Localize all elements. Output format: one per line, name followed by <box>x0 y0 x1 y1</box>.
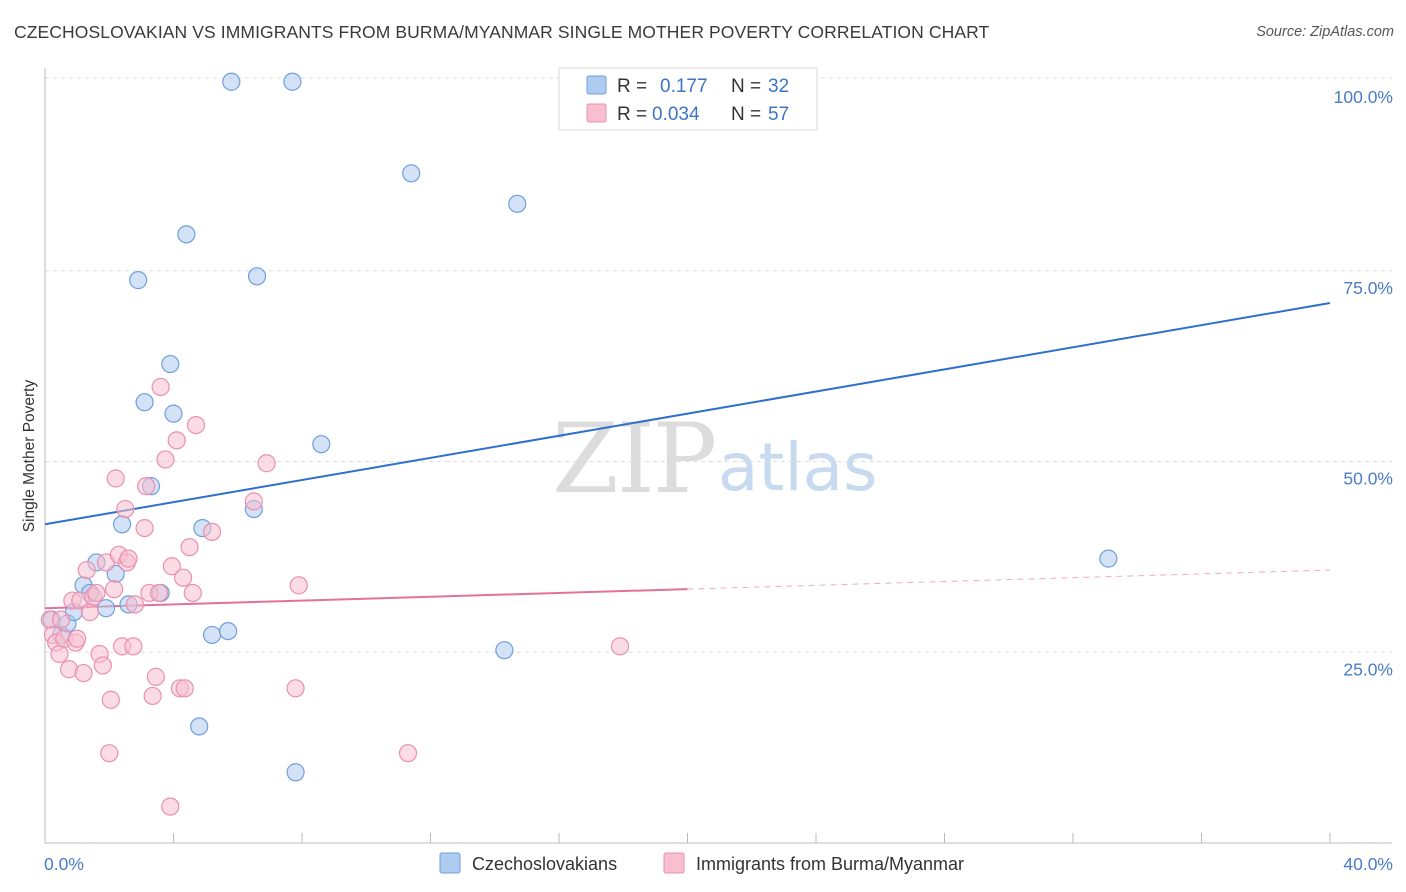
watermark: ZIP atlas <box>552 403 878 515</box>
trend-lines <box>44 302 1331 610</box>
data-point <box>125 595 145 614</box>
data-point <box>164 404 183 423</box>
data-point <box>508 194 527 213</box>
data-point <box>312 435 331 454</box>
data-point <box>398 744 418 763</box>
data-point <box>161 797 180 816</box>
y-tick-label: 50.0% <box>1343 469 1393 489</box>
data-point <box>257 454 276 473</box>
legend-n-label-pink: N = <box>731 104 761 125</box>
data-point <box>106 469 125 488</box>
data-point <box>50 644 69 664</box>
data-point <box>101 690 120 709</box>
data-point <box>183 583 202 603</box>
legend-r-label-blue: R = <box>617 76 647 97</box>
y-tick-label: 25.0% <box>1343 659 1393 679</box>
data-point <box>129 271 148 290</box>
data-point <box>180 538 199 557</box>
data-point <box>402 164 421 183</box>
data-point <box>143 686 162 706</box>
data-point <box>190 717 209 736</box>
data-point <box>175 679 194 698</box>
data-point <box>289 576 308 595</box>
data-point <box>219 621 238 641</box>
data-point <box>124 637 143 656</box>
watermark-atlas: atlas <box>718 429 878 506</box>
data-point <box>186 415 206 435</box>
data-point <box>1099 549 1118 568</box>
data-point <box>202 625 222 645</box>
legend-r-value-blue: 0.177 <box>660 76 708 97</box>
legend-series-burma: Immigrants from Burma/Myanmar <box>696 854 964 874</box>
tick-labels: 25.0% 50.0% 75.0% 100.0% 0.0% 40.0% <box>44 87 1393 874</box>
legend-stats: R = 0.177 N = 32 R = 0.034 N = 57 <box>558 67 818 131</box>
data-point <box>283 72 302 91</box>
x-tick-label: 40.0% <box>1343 854 1393 874</box>
legend-series-swatch-czechoslovakians <box>439 852 461 874</box>
legend-series: Czechoslovakians Immigrants from Burma/M… <box>439 852 964 874</box>
data-point <box>162 557 181 576</box>
data-point <box>247 267 267 286</box>
data-point <box>149 583 169 603</box>
data-point <box>610 637 630 656</box>
data-point <box>51 610 71 629</box>
chart-title: CZECHOSLOVAKIAN VS IMMIGRANTS FROM BURMA… <box>14 22 990 42</box>
data-point <box>100 744 119 763</box>
data-points <box>40 72 1118 816</box>
data-point <box>112 515 132 534</box>
data-point <box>77 560 96 580</box>
data-point <box>93 656 112 675</box>
data-point <box>202 522 222 542</box>
trend-line-burma-dashed <box>687 569 1331 590</box>
legend-r-value-pink: 0.034 <box>652 104 700 125</box>
data-point <box>167 431 186 450</box>
y-tick-label: 75.0% <box>1343 278 1393 298</box>
data-point <box>286 679 305 698</box>
data-point <box>87 583 106 603</box>
y-axis-label: Single Mother Poverty <box>21 380 38 533</box>
data-point <box>244 492 263 511</box>
data-point <box>104 580 124 599</box>
data-point <box>146 667 165 686</box>
data-point <box>161 354 180 374</box>
watermark-zip: ZIP <box>552 403 715 515</box>
trend-line-czechoslovakians <box>44 302 1331 526</box>
series-burma-points <box>40 377 630 816</box>
legend-n-label-blue: N = <box>731 76 761 97</box>
data-point <box>68 629 87 648</box>
legend-n-value-blue: 32 <box>768 76 789 97</box>
data-point <box>74 663 93 683</box>
data-point <box>286 763 305 782</box>
data-point <box>495 641 514 660</box>
gridlines <box>45 77 1392 653</box>
y-tick-label: 100.0% <box>1334 87 1393 107</box>
data-point <box>116 499 135 519</box>
axes <box>44 68 1392 844</box>
data-point <box>135 518 154 538</box>
x-tick-label: 0.0% <box>44 854 84 874</box>
legend-series-czechoslovakians: Czechoslovakians <box>472 854 617 874</box>
data-point <box>156 450 175 469</box>
data-point <box>177 225 196 244</box>
legend-r-label-pink: R = <box>617 104 647 125</box>
trend-line-burma <box>44 588 688 610</box>
legend-swatch-blue <box>586 75 607 95</box>
data-point <box>135 393 154 412</box>
source-label: Source: ZipAtlas.com <box>1256 24 1394 40</box>
data-point <box>222 72 241 91</box>
data-point <box>174 568 193 587</box>
data-point <box>80 602 100 622</box>
data-point <box>119 549 138 568</box>
data-point <box>137 477 156 496</box>
legend-swatch-pink <box>586 103 607 123</box>
legend-series-swatch-burma <box>663 852 685 874</box>
legend-n-value-pink: 57 <box>768 104 789 125</box>
data-point <box>151 377 170 397</box>
